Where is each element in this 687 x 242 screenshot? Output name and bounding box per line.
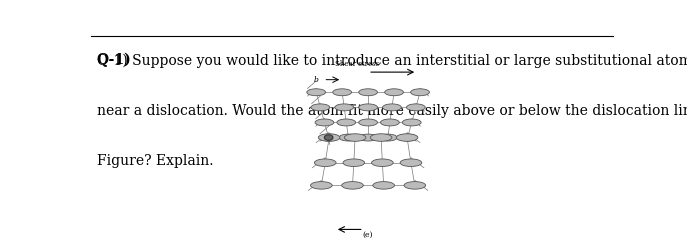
Ellipse shape: [318, 134, 340, 141]
Ellipse shape: [400, 159, 422, 166]
Ellipse shape: [383, 104, 401, 111]
Text: Figure? Explain.: Figure? Explain.: [96, 154, 213, 168]
Ellipse shape: [407, 104, 425, 111]
Ellipse shape: [385, 89, 403, 96]
Ellipse shape: [307, 89, 326, 96]
Ellipse shape: [311, 182, 333, 189]
Ellipse shape: [359, 89, 377, 96]
Ellipse shape: [373, 182, 394, 189]
Ellipse shape: [315, 159, 336, 166]
Ellipse shape: [335, 104, 354, 111]
Ellipse shape: [319, 134, 338, 141]
Text: Q-1): Q-1): [96, 53, 131, 68]
Text: near a dislocation. Would the atom fit more easily above or below the dislocatio: near a dislocation. Would the atom fit m…: [96, 104, 687, 118]
Ellipse shape: [398, 134, 417, 141]
Ellipse shape: [337, 119, 356, 126]
Ellipse shape: [370, 134, 392, 141]
Ellipse shape: [339, 134, 358, 141]
Text: b: b: [313, 76, 318, 84]
Text: Q-1) Suppose you would like to introduce an interstitial or large substitutional: Q-1) Suppose you would like to introduce…: [96, 53, 687, 68]
Ellipse shape: [359, 119, 377, 126]
Ellipse shape: [403, 119, 421, 126]
Ellipse shape: [324, 135, 333, 140]
Ellipse shape: [404, 182, 426, 189]
Ellipse shape: [344, 134, 366, 141]
Ellipse shape: [359, 134, 377, 141]
Text: Shear stress: Shear stress: [335, 60, 379, 68]
Ellipse shape: [359, 104, 377, 111]
Ellipse shape: [381, 119, 399, 126]
Ellipse shape: [311, 104, 330, 111]
Ellipse shape: [379, 134, 397, 141]
Ellipse shape: [333, 89, 352, 96]
Ellipse shape: [372, 159, 393, 166]
Ellipse shape: [341, 182, 363, 189]
Ellipse shape: [315, 119, 334, 126]
Ellipse shape: [411, 89, 429, 96]
Text: (e): (e): [363, 231, 373, 239]
Ellipse shape: [396, 134, 418, 141]
Ellipse shape: [343, 159, 365, 166]
